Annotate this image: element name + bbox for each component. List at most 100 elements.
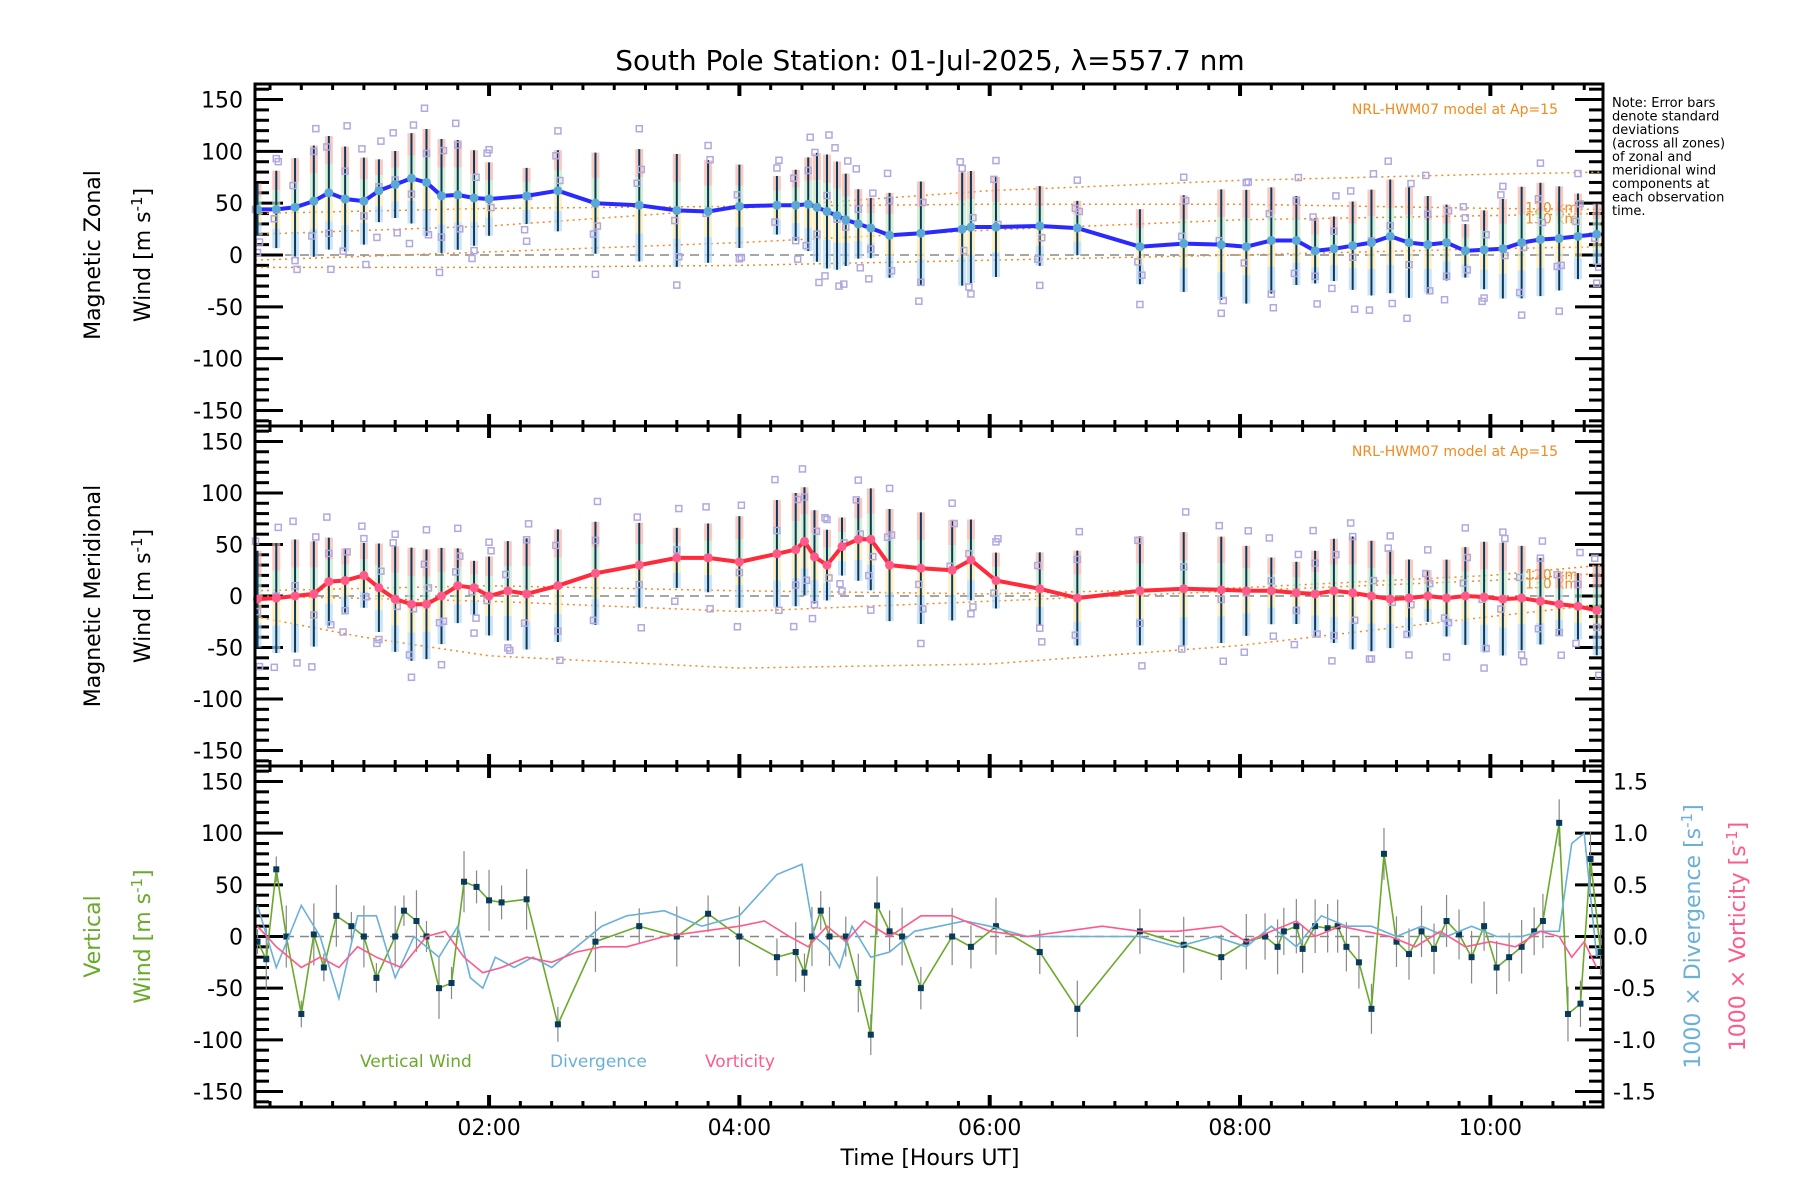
zone-sample-marker (1592, 279, 1601, 287)
zone-sample-marker (950, 519, 958, 528)
zonal-wind-point (853, 219, 863, 229)
vertical-wind-point (1218, 954, 1225, 961)
zone-sample-marker (339, 247, 347, 255)
zone-sample-marker (393, 602, 401, 611)
vertical-wind-point (1312, 923, 1319, 930)
x-axis-title: Time [Hours UT] (840, 1146, 1020, 1171)
zone-sample-marker (1459, 203, 1468, 211)
zone-sample-marker (325, 549, 333, 558)
zone-sample-marker (439, 617, 448, 625)
zone-sample-marker (1365, 655, 1374, 663)
zone-sample-marker (1332, 550, 1340, 559)
zone-sample-marker (1267, 577, 1276, 585)
zone-sample-marker (1217, 309, 1226, 318)
zone-sample-marker (702, 503, 710, 511)
zone-sample-marker (293, 659, 301, 667)
zone-sample-marker (1482, 644, 1490, 653)
zone-sample-marker (1269, 303, 1278, 312)
zone-sample-marker (1461, 524, 1470, 532)
zone-sample-marker (1384, 544, 1392, 552)
zonal-wind-point (634, 200, 644, 210)
y-tick-label: 150 (201, 430, 243, 455)
zone-sample-marker (556, 176, 564, 185)
zonal-wind-point (453, 190, 463, 200)
zone-sample-marker (1576, 200, 1584, 208)
zone-sample-marker (1426, 287, 1434, 295)
vertical-wind-point (808, 933, 815, 940)
zone-sample-marker (407, 190, 416, 198)
zonal-wind-point (957, 224, 967, 234)
vertical-wind-point (826, 933, 833, 940)
zone-sample-marker (554, 627, 562, 635)
vertical-wind-point (413, 918, 420, 924)
zonal-wind-point (1135, 242, 1145, 252)
zone-sample-marker (1138, 662, 1146, 670)
zone-sample-marker (633, 513, 641, 521)
meridional-wind-point (553, 581, 563, 591)
zone-sample-marker (823, 191, 831, 200)
zone-sample-marker (831, 144, 839, 152)
zone-sample-marker (838, 587, 846, 595)
zone-sample-marker (806, 133, 814, 142)
zone-sample-marker (1136, 619, 1144, 628)
zone-sample-marker (791, 581, 800, 589)
zone-sample-marker (825, 574, 833, 582)
meridional-wind-point (1385, 594, 1395, 604)
zonal-wind-point (421, 177, 431, 187)
zone-sample-marker (1369, 576, 1378, 585)
vertical-wind-point (1531, 928, 1538, 935)
zone-sample-marker (456, 225, 464, 233)
meridional-wind-point (406, 599, 416, 609)
vertical-wind-point (842, 933, 849, 940)
zone-sample-marker (1482, 230, 1490, 239)
zone-sample-marker (1497, 191, 1505, 199)
meridional-wind-point (791, 545, 801, 555)
zone-sample-marker (468, 254, 476, 263)
zone-sample-marker (1265, 210, 1274, 218)
zone-sample-marker (1515, 288, 1524, 297)
zone-sample-marker (823, 515, 831, 524)
zone-sample-marker (1181, 508, 1190, 516)
zone-sample-marker (885, 196, 894, 205)
vertical-wind-point (400, 907, 407, 914)
y-tick-label: -100 (193, 1029, 243, 1054)
zone-sample-marker (1499, 182, 1507, 191)
zone-sample-marker (1346, 519, 1355, 527)
vertical-wind-point (592, 938, 599, 945)
zonal-wind-point (1460, 246, 1470, 256)
zone-sample-marker (1294, 550, 1303, 559)
zone-sample-marker (1444, 618, 1453, 627)
model-label: NRL-HWM07 model at Ap=15 (1352, 102, 1558, 118)
zonal-wind-point (1535, 234, 1545, 244)
zone-sample-marker (637, 624, 645, 632)
note-line: components at (1612, 177, 1710, 192)
vorticity-line (256, 915, 1598, 974)
zone-sample-marker (835, 282, 843, 290)
meridional-wind-point (966, 555, 976, 565)
zone-sample-marker (593, 222, 602, 230)
zone-sample-marker (556, 656, 564, 665)
note-line: time. (1612, 204, 1646, 219)
vertical-wind-point (1262, 933, 1269, 940)
zone-sample-marker (1442, 653, 1451, 661)
zone-sample-marker (1574, 580, 1582, 589)
y2-tick-label: 1.5 (1613, 771, 1648, 796)
zone-sample-marker (1459, 579, 1468, 587)
vertical-wind-point (1405, 951, 1412, 958)
vertical-wind-point (1564, 1011, 1571, 1017)
panel-frame (253, 764, 1605, 1109)
vertical-wind-point (1324, 925, 1331, 932)
meridional-wind-point (469, 583, 479, 593)
zone-sample-marker (520, 619, 529, 627)
note-line: deviations (1612, 123, 1679, 138)
zone-sample-marker (1463, 553, 1472, 562)
zone-sample-marker (422, 149, 431, 158)
y-tick-label: 0 (229, 585, 243, 610)
y2-axis-title-vorticity-superscript: -1 (1723, 830, 1741, 845)
zone-sample-marker (1348, 253, 1357, 262)
zone-sample-marker (1592, 623, 1601, 632)
zone-sample-marker (965, 283, 973, 291)
vertical-wind-point (992, 923, 999, 930)
zone-sample-marker (704, 141, 712, 150)
zonal-wind-point (359, 196, 369, 206)
